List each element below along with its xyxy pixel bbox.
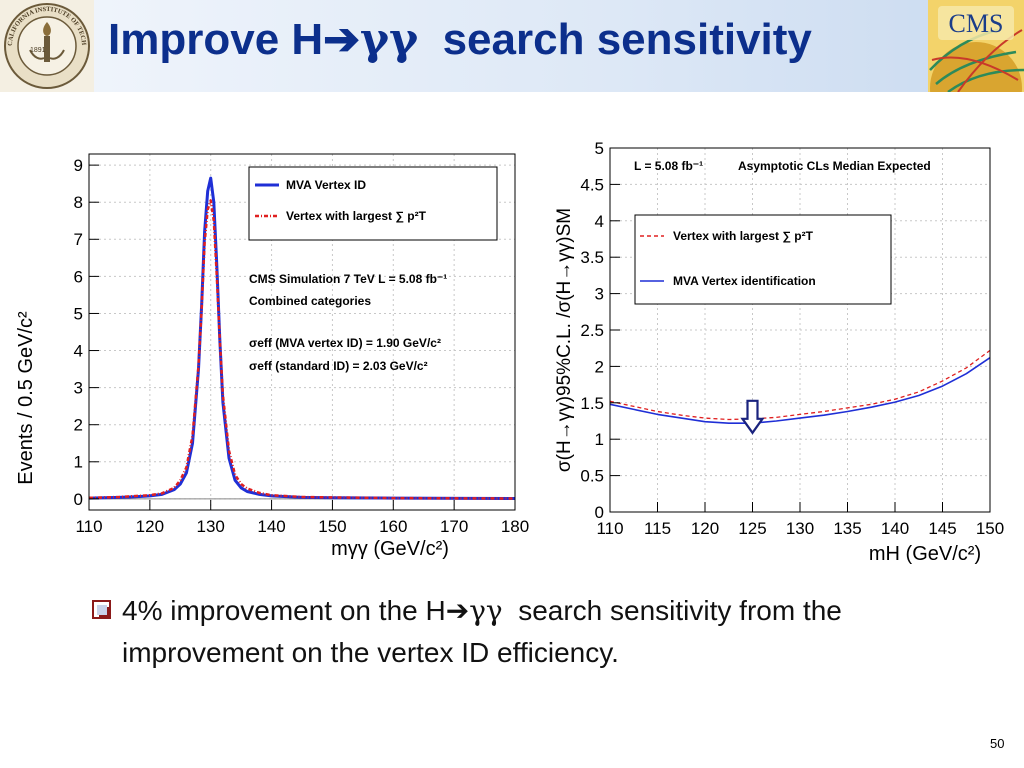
y-tick-label: 1.5 [580,394,604,413]
y-tick-label: 0.5 [580,467,604,486]
x-tick-label: 135 [833,519,861,538]
y-tick-label: 7 [74,230,83,249]
x-tick-label: 110 [75,517,102,536]
y-tick-label: 4.5 [580,175,604,194]
limit-chart: 110 115 120 125 130 135 140 145 150 0 0.5 1 1.5 2 2.5 3… [540,130,1024,580]
bullet-text-post: search sensitivity from the improvement … [122,595,850,668]
chart-annotation: Asymptotic CLs Median Expected [738,159,931,173]
y-tick-label: 0 [595,503,604,522]
series-line [609,349,991,421]
y-tick-label: 3.5 [580,248,604,267]
series-line [609,357,991,425]
title-text-post: search sensitivity [418,15,812,64]
y-tick-label: 6 [74,267,83,286]
chart-annotation: L = 5.08 fb⁻¹ [634,159,703,173]
down-arrow-icon [740,399,765,435]
x-axis-label: mH (GeV/c²) [869,543,981,565]
x-tick-label: 110 [596,519,623,538]
x-tick-label: 170 [440,517,468,536]
title-bar [0,0,1024,92]
y-tick-label: 2 [74,416,83,435]
x-tick-label: 130 [197,517,225,536]
y-tick-label: 4 [74,341,83,360]
y-tick-label: 2 [595,357,604,376]
slide-title: Improve H➔γγ search sensitivity [108,14,812,65]
bullet-text-pre: 4% improvement on the H [122,595,446,626]
y-tick-label: 8 [74,193,83,212]
caltech-seal-logo: 1891 CALIFORNIA INSTITUTE OF TECHNOLOGY [0,0,94,92]
bullet-marker-icon [92,600,111,619]
x-tick-label: 150 [318,517,346,536]
arrow-icon: ➔ [445,594,470,627]
y-tick-label: 2.5 [580,321,604,340]
chart-annotation: σeff (MVA vertex ID) = 1.90 GeV/c² [249,336,441,350]
x-tick-label: 130 [786,519,814,538]
cms-logo-text: CMS [949,9,1004,38]
y-tick-label: 0 [74,490,83,509]
y-tick-label: 5 [595,139,604,158]
x-tick-label: 140 [881,519,909,538]
bullet-gamma: γγ [469,594,503,627]
legend-entry: Vertex with largest ∑ p²T [286,209,427,223]
y-tick-label: 3 [595,285,604,304]
chart-annotation: CMS Simulation 7 TeV L = 5.08 fb⁻¹ [249,272,447,286]
y-tick-label: 3 [74,379,83,398]
legend-entry: Vertex with largest ∑ p²T [673,229,814,243]
chart-legend: Vertex with largest ∑ p²T MVA Vertex ide… [634,214,892,305]
y-tick-label: 5 [74,304,83,323]
x-tick-label: 125 [738,519,766,538]
legend-entry: MVA Vertex identification [673,274,816,288]
title-text-pre: Improve H [108,15,324,64]
x-tick-label: 145 [928,519,956,538]
x-tick-label: 115 [644,519,671,538]
cms-logo: CMS [928,0,1024,92]
mass-peak-chart: 110 120 130 140 150 160 170 180 0 1 2 3 4 5 6 7 8 9 MVA V… [0,140,540,580]
x-tick-label: 150 [976,519,1004,538]
chart-legend: MVA Vertex ID Vertex with largest ∑ p²T [248,166,498,241]
y-tick-label: 9 [74,156,83,175]
series-line [88,199,516,500]
x-tick-label: 160 [379,517,407,536]
y-tick-label: 1 [595,430,604,449]
bullet-text: 4% improvement on the H➔γγ search sensit… [122,590,962,674]
page-number: 50 [990,736,1005,751]
down-arrow-shape [740,399,765,435]
y-axis-label: Events / 0.5 GeV/c² [15,311,37,485]
y-axis-label: σ(H→γγ)95%C.L. /σ(H→γγ)SM [554,208,575,472]
chart-annotation: σeff (standard ID) = 2.03 GeV/c² [249,359,428,373]
seal-year: 1891 [30,47,46,54]
title-gamma: γγ [360,14,419,65]
x-tick-label: 120 [691,519,719,538]
x-tick-label: 140 [257,517,285,536]
y-tick-label: 1 [74,453,83,472]
y-tick-label: 4 [595,212,604,231]
chart-annotation: Combined categories [249,294,371,308]
plot-frame [88,153,516,511]
x-axis-label: mγγ (GeV/c²) [331,538,449,560]
arrow-icon: ➔ [323,14,361,65]
legend-entry: MVA Vertex ID [286,178,366,192]
x-tick-label: 180 [501,517,529,536]
x-tick-label: 120 [136,517,164,536]
